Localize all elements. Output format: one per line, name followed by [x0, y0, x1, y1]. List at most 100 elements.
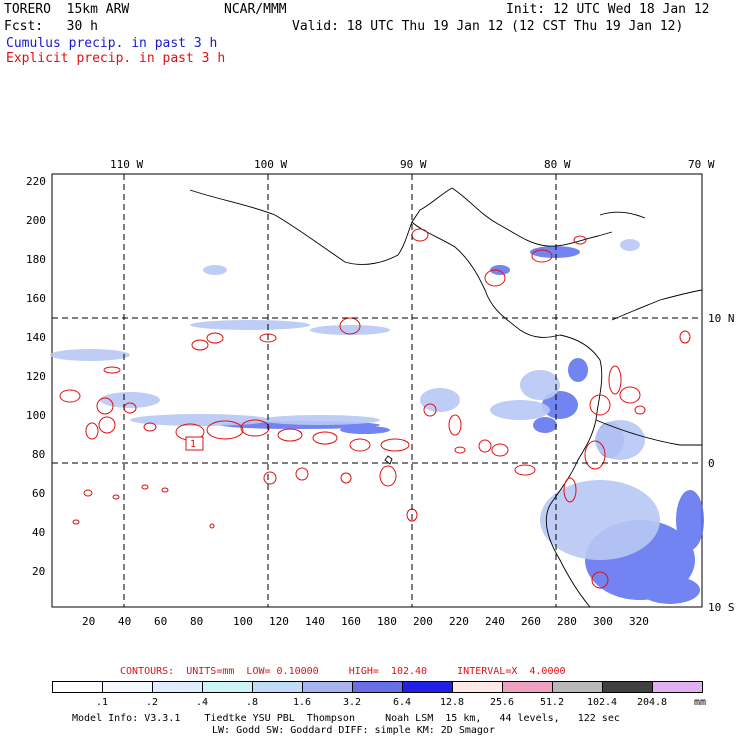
y-tick: 20 [32, 565, 46, 578]
y-tick: 80 [32, 448, 46, 461]
colorbar-unit: mm [694, 697, 707, 708]
precip-contour [143, 422, 157, 432]
precip-contour [263, 471, 277, 485]
cumulus-field-label: Cumulus precip. in past 3 h [6, 36, 218, 51]
physics-info: LW: Godd SW: Goddard DIFF: simple KM: 2D… [212, 725, 495, 736]
colorbar-swatch [502, 681, 553, 693]
cumulus-precip-patch [533, 417, 557, 433]
y-tick: 140 [26, 331, 46, 344]
lat-lon-grid [52, 174, 702, 607]
precip-contour [531, 249, 553, 263]
precip-contour [619, 386, 641, 404]
contour-info: CONTOURS: UNITS=mm LOW= 0.10000 HIGH= 10… [120, 666, 566, 677]
precip-contour [591, 571, 609, 589]
light-precip-areas [50, 239, 660, 560]
precip-contour [454, 446, 466, 454]
precip-contour [240, 419, 270, 437]
precip-contour [589, 394, 611, 416]
valid-time: Valid: 18 UTC Thu 19 Jan 12 (12 CST Thu … [292, 19, 684, 34]
x-tick: 200 [413, 615, 433, 628]
precip-contour [514, 464, 536, 476]
precip-contour [161, 487, 169, 493]
colorbar-swatch [602, 681, 653, 693]
precip-contour [312, 431, 338, 445]
x-tick: 260 [521, 615, 541, 628]
precip-contour [478, 439, 492, 453]
light-precip-patch [420, 388, 460, 412]
colorbar-label: 51.2 [539, 697, 565, 708]
light-precip-patch [260, 415, 380, 425]
precip-contour [277, 428, 303, 442]
colorbar-label: 102.4 [586, 697, 618, 708]
x-tick: 140 [305, 615, 325, 628]
x-tick: 280 [557, 615, 577, 628]
colorbar-label: .2 [145, 697, 159, 708]
south-america-north-coast [611, 289, 703, 321]
x-tick: 80 [190, 615, 204, 628]
coastlines [189, 187, 703, 608]
precip-contour [206, 332, 224, 344]
cumulus-precip-patch [340, 426, 390, 434]
precip-contour [423, 403, 437, 417]
colorbar-label: 25.6 [489, 697, 515, 708]
x-tick: 60 [154, 615, 168, 628]
colorbar-swatch [102, 681, 153, 693]
lon-label-90w: 90 W [400, 158, 427, 171]
light-precip-patch [620, 239, 640, 251]
colorbar-label: 12.8 [439, 697, 465, 708]
y-tick: 120 [26, 370, 46, 383]
x-tick: 300 [593, 615, 613, 628]
colorbar-label: 204.8 [636, 697, 668, 708]
precip-contour [141, 484, 149, 490]
precip-contour [349, 438, 371, 452]
colorbar-label: 3.2 [342, 697, 362, 708]
precip-contour [340, 472, 352, 484]
precip-contour [191, 339, 209, 351]
light-precip-patch [540, 480, 660, 560]
colorbar-swatch [352, 681, 403, 693]
colorbar-swatch [652, 681, 703, 693]
explicit-field-label: Explicit precip. in past 3 h [6, 51, 226, 66]
y-tick: 40 [32, 526, 46, 539]
lat-label-10s: 10 S [708, 601, 735, 614]
precip-contour [72, 519, 80, 525]
precip-contour [59, 389, 81, 403]
model-title: TORERO 15km ARW [4, 2, 130, 17]
y-tick: 160 [26, 292, 46, 305]
precip-contour [584, 440, 606, 470]
precip-contour [209, 523, 215, 529]
colorbar-label: 6.4 [392, 697, 412, 708]
init-time: Init: 12 UTC Wed 18 Jan 12 [506, 2, 710, 17]
colorbar-swatch [302, 681, 353, 693]
model-info: Model Info: V3.3.1 Tiedtke YSU PBL Thomp… [72, 713, 620, 724]
x-tick: 20 [82, 615, 96, 628]
light-precip-patch [520, 370, 560, 400]
light-precip-patch [310, 325, 390, 335]
colorbar-swatch [552, 681, 603, 693]
light-precip-patch [203, 265, 227, 275]
precip-contour [634, 405, 646, 415]
forecast-hour: Fcst: 30 h [4, 19, 98, 34]
lat-label-equator: 0 [708, 457, 715, 470]
x-tick: 100 [233, 615, 253, 628]
lon-label-80w: 80 W [544, 158, 571, 171]
cumulus-precip-patch [640, 576, 700, 604]
contour-label-box [185, 436, 204, 451]
y-tick: 100 [26, 409, 46, 422]
colorbar-label: .4 [195, 697, 209, 708]
y-tick: 180 [26, 253, 46, 266]
lat-label-10n: 10 N [708, 312, 735, 325]
y-tick: 200 [26, 214, 46, 227]
cumulus-precip-patch [542, 391, 578, 419]
precip-contour [295, 467, 309, 481]
precip-contour [380, 438, 410, 452]
precip-contour [206, 420, 244, 440]
precip-contour [339, 317, 361, 335]
precip-contour [98, 416, 116, 434]
precip-contour [112, 494, 120, 500]
galapagos-island [384, 455, 393, 465]
x-tick: 240 [485, 615, 505, 628]
y-tick: 220 [26, 175, 46, 188]
precip-contour [573, 235, 587, 245]
